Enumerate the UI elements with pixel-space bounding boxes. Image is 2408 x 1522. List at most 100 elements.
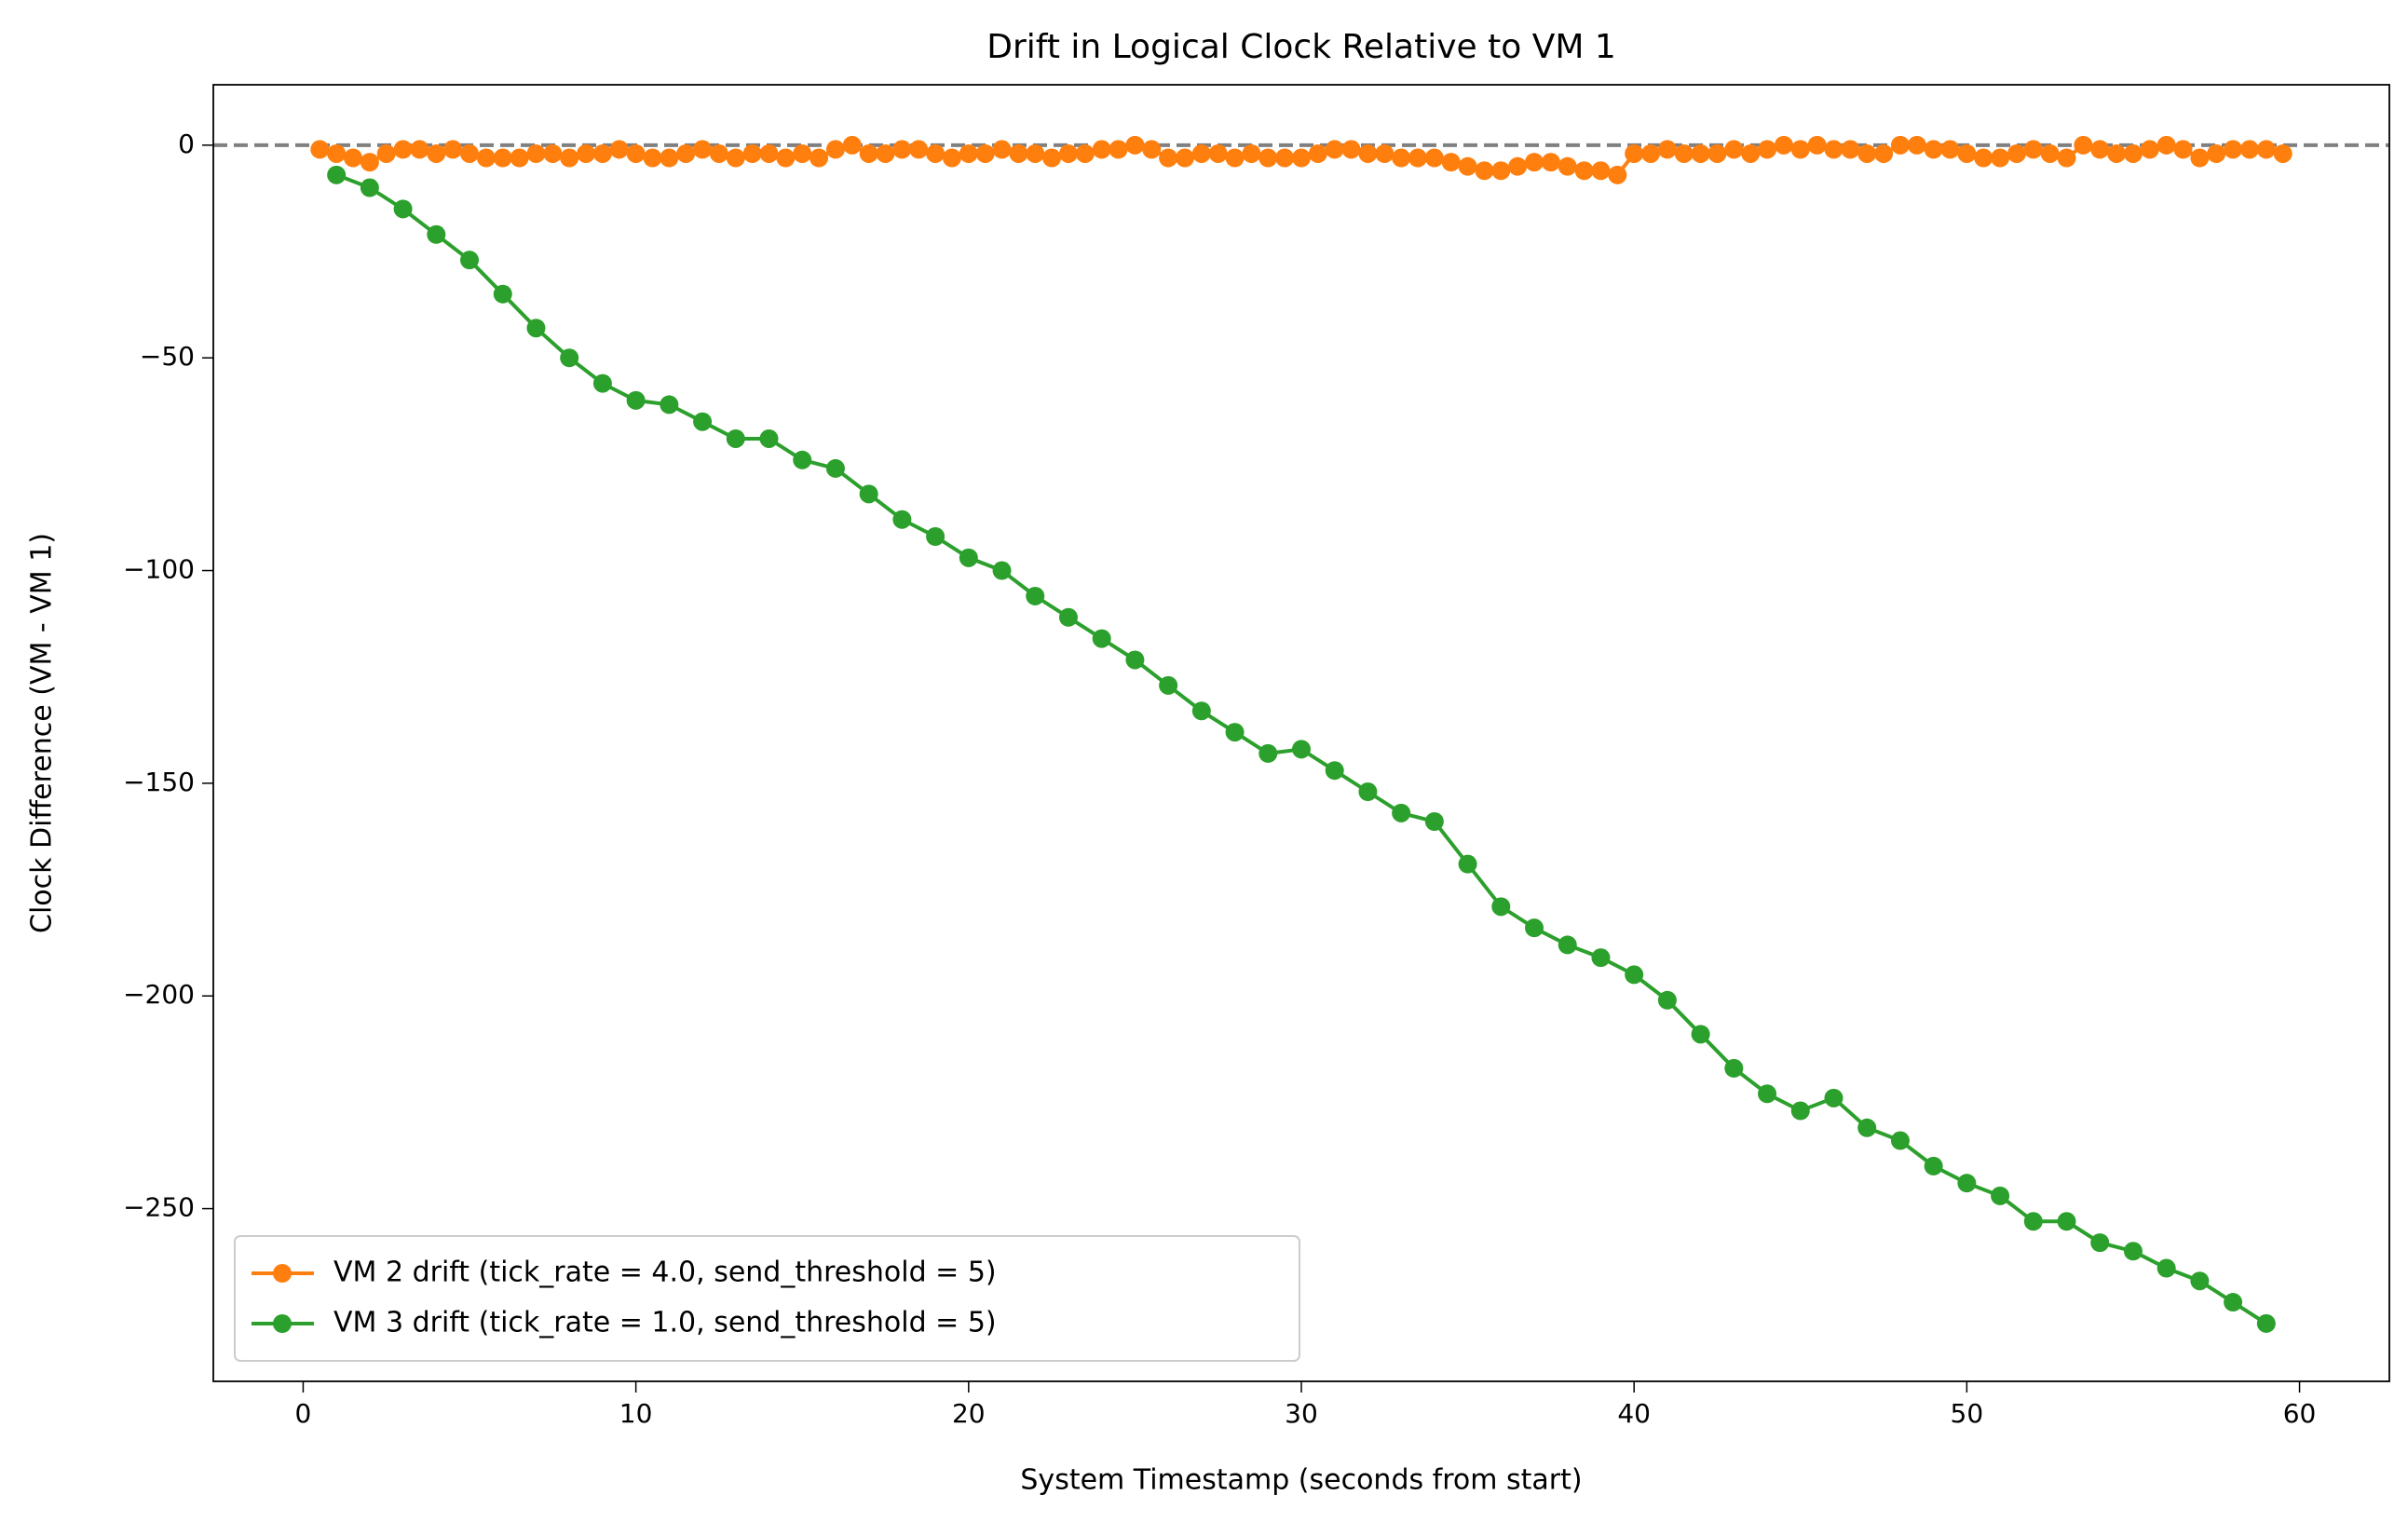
data-point [1109, 140, 1128, 159]
data-point [1042, 148, 1062, 168]
data-point [1175, 148, 1194, 168]
data-point [1125, 135, 1145, 155]
data-point [693, 140, 713, 159]
data-point [560, 348, 579, 368]
data-point [1574, 161, 1594, 181]
data-point [1991, 1186, 2010, 1205]
data-point [676, 143, 696, 163]
data-point [2040, 143, 2060, 163]
data-point [2140, 140, 2159, 159]
data-point [1125, 650, 1145, 670]
data-point [1392, 803, 1411, 822]
data-point [1558, 935, 1577, 955]
data-point [2090, 140, 2110, 159]
data-point [2224, 140, 2243, 159]
data-point [460, 251, 480, 270]
data-point [1225, 723, 1245, 742]
data-point [2190, 148, 2210, 168]
data-point [1325, 761, 1344, 781]
data-point [1242, 143, 1261, 163]
data-point [1625, 965, 1644, 985]
data-point [1991, 148, 2010, 168]
data-point [1392, 148, 1411, 168]
data-point [2023, 140, 2043, 159]
data-point [410, 140, 429, 159]
data-point [592, 374, 612, 393]
y-axis-label: Clock Difference (VM - VM 1) [26, 533, 59, 933]
data-point [1325, 140, 1344, 159]
data-point [643, 148, 662, 168]
data-point [975, 143, 995, 163]
data-point [2090, 1233, 2110, 1253]
data-point [2123, 143, 2143, 163]
data-point [1525, 153, 1544, 172]
data-point [825, 458, 845, 478]
data-point [909, 140, 929, 159]
data-point [2156, 1258, 2176, 1278]
data-point [2173, 140, 2193, 159]
data-point [476, 148, 496, 168]
data-point [793, 450, 812, 469]
data-point [1491, 161, 1511, 181]
data-point [1907, 135, 1926, 155]
data-point [1475, 161, 1494, 181]
data-point [1092, 140, 1111, 159]
data-point [1591, 161, 1611, 181]
data-point [626, 390, 646, 410]
data-point [1591, 948, 1611, 968]
data-point [1841, 140, 1860, 159]
data-point [1707, 143, 1727, 163]
data-point [1191, 143, 1211, 163]
data-point [1940, 140, 1960, 159]
data-point [825, 140, 845, 159]
data-point [1191, 701, 1211, 721]
x-tick-label: 50 [1951, 1398, 1984, 1429]
data-point [926, 527, 946, 547]
data-point [693, 412, 713, 431]
data-point [1275, 148, 1295, 168]
data-point [427, 143, 446, 163]
y-tick-label: −150 [123, 767, 195, 797]
data-point [360, 178, 379, 197]
data-point [876, 143, 895, 163]
data-point [992, 561, 1012, 580]
data-point [543, 143, 563, 163]
data-point [992, 140, 1012, 159]
data-point [1857, 143, 1877, 163]
data-point [2007, 143, 2026, 163]
data-point [1308, 143, 1327, 163]
data-point [1674, 143, 1694, 163]
data-point [2190, 1271, 2210, 1291]
data-point [2123, 1242, 2143, 1261]
x-axis-label: System Timestamp (seconds from start) [1020, 1464, 1582, 1497]
x-tick-label: 30 [1285, 1398, 1318, 1429]
data-point [2239, 140, 2259, 159]
axes-frame [212, 84, 2390, 1382]
data-point [1824, 1088, 1843, 1108]
x-tick-label: 40 [1617, 1398, 1651, 1429]
data-point [2256, 1313, 2276, 1333]
data-point [809, 148, 829, 168]
data-point [1358, 782, 1378, 802]
data-point [2224, 1293, 2243, 1312]
data-point [1625, 143, 1644, 163]
data-point [1541, 153, 1560, 172]
data-point [1026, 143, 1045, 163]
data-point [1441, 153, 1461, 172]
data-point [1026, 586, 1045, 605]
data-point [926, 143, 946, 163]
data-point [2057, 1212, 2076, 1231]
data-point [1657, 990, 1677, 1010]
data-point [1358, 143, 1378, 163]
data-point [1758, 140, 1777, 159]
data-point [493, 148, 512, 168]
data-point [1424, 811, 1444, 831]
data-point [726, 148, 745, 168]
data-point [1508, 156, 1528, 176]
data-point [1424, 148, 1444, 168]
y-tick-label: 0 [178, 129, 195, 159]
data-point [1924, 1156, 1943, 1175]
data-point [1558, 156, 1577, 176]
data-point [1924, 140, 1943, 159]
